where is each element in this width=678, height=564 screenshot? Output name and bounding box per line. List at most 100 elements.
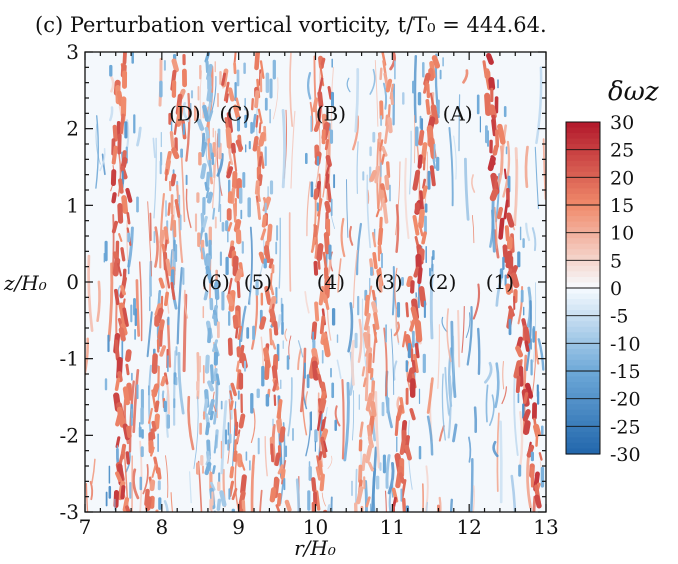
colorbar-swatch — [566, 171, 600, 178]
band-3-segment — [371, 232, 377, 248]
vorticity-filament — [492, 440, 499, 458]
vorticity-filament — [163, 500, 169, 512]
band-5-segment — [257, 173, 263, 187]
vorticity-filament — [513, 147, 519, 226]
band-3-segment — [385, 78, 393, 93]
band-3-segment — [363, 331, 370, 350]
band-5-segment — [260, 151, 265, 169]
vorticity-filament — [356, 222, 362, 276]
band-2-segment — [418, 222, 424, 237]
band-1-segment — [498, 217, 505, 240]
vorticity-filament — [109, 106, 114, 122]
band-4-segment — [315, 466, 322, 481]
vorticity-filament — [290, 110, 296, 189]
band-C-segment — [228, 245, 236, 259]
band-3-segment — [385, 114, 390, 127]
band-6-segment — [207, 110, 214, 122]
band-3-segment — [369, 169, 377, 182]
band-3-segment — [384, 174, 390, 191]
band-2-segment — [412, 215, 420, 236]
band-left-segment — [122, 423, 131, 441]
vorticity-filament — [95, 115, 99, 189]
vorticity-filament — [346, 77, 351, 93]
band-left-segment — [122, 307, 129, 327]
band-1-segment — [524, 340, 530, 352]
band-2-segment — [413, 353, 419, 374]
x-tick-label: 9 — [232, 515, 245, 539]
band-C-segment — [226, 166, 234, 179]
band-1-segment — [513, 360, 522, 379]
band-2-segment — [423, 80, 429, 94]
vorticity-filament — [354, 468, 358, 512]
vorticity-filament — [525, 222, 531, 242]
x-tick-label: 7 — [79, 515, 92, 539]
vorticity-filament — [259, 489, 263, 512]
band-5-segment — [259, 60, 265, 79]
band-5-segment — [269, 328, 273, 346]
band-4-segment — [327, 86, 333, 100]
vorticity-filament — [289, 52, 294, 127]
vorticity-filament — [306, 181, 311, 237]
vorticity-filament — [343, 381, 350, 462]
band-1-segment — [510, 272, 520, 289]
colorbar-swatch — [566, 149, 600, 156]
vorticity-filament — [107, 262, 114, 342]
vorticity-filament — [85, 337, 90, 378]
band-2-segment — [402, 331, 407, 348]
vorticity-filament — [382, 82, 388, 110]
band-C-segment — [229, 466, 235, 479]
band-5-segment — [270, 443, 275, 463]
colorbar-swatch — [566, 177, 600, 184]
band-C-segment — [235, 139, 244, 151]
band-3-segment — [371, 301, 378, 314]
band-2-segment — [406, 275, 413, 288]
band-5-segment — [284, 499, 292, 512]
band-3-segment — [370, 401, 377, 418]
vorticity-filament — [142, 463, 149, 495]
colorbar-swatch — [566, 282, 600, 289]
band-1-segment — [526, 444, 535, 458]
colorbar-swatch — [566, 260, 600, 267]
y-tick-label: -2 — [60, 423, 79, 447]
band-2-segment — [409, 319, 416, 332]
band-6-segment — [206, 102, 212, 119]
band-6-segment — [210, 481, 216, 491]
vorticity-filament — [87, 254, 94, 332]
band-C-segment — [235, 310, 241, 327]
vorticity-filament — [216, 153, 224, 177]
band-left-segment — [125, 187, 133, 203]
vorticity-filament — [354, 67, 360, 133]
vorticity-filament — [531, 227, 537, 252]
colorbar-swatch — [566, 304, 600, 311]
band-2-segment — [417, 154, 423, 169]
band-5-segment — [279, 426, 286, 443]
vorticity-filament — [299, 347, 307, 413]
band-3-segment — [364, 294, 370, 317]
colorbar-swatch — [566, 249, 600, 256]
band-C-segment — [226, 293, 234, 307]
vorticity-filament — [99, 148, 106, 172]
band-C-segment — [234, 421, 239, 437]
band-6-segment — [205, 187, 210, 199]
band-C-segment — [234, 268, 243, 283]
band-D-segment — [154, 413, 160, 430]
band-2-segment — [410, 306, 419, 324]
band-6-segment — [204, 354, 210, 374]
band-D-segment — [154, 400, 160, 413]
band-3-segment — [378, 241, 382, 255]
y-tick-label: -3 — [60, 500, 79, 524]
band-6-segment — [207, 327, 212, 344]
band-2-segment — [404, 444, 412, 461]
band-4-segment — [318, 289, 325, 306]
band-left-segment — [117, 262, 122, 277]
band-1-segment — [487, 156, 496, 172]
band-1-segment — [535, 432, 539, 447]
band-6-segment — [208, 159, 213, 178]
band-5-segment — [268, 258, 274, 269]
vorticity-filament — [496, 145, 504, 190]
band-1-segment — [534, 494, 542, 509]
vorticity-filament — [477, 327, 481, 375]
band-2-segment — [429, 165, 436, 187]
colorbar-swatch — [566, 221, 600, 228]
vorticity-filament — [173, 350, 177, 426]
